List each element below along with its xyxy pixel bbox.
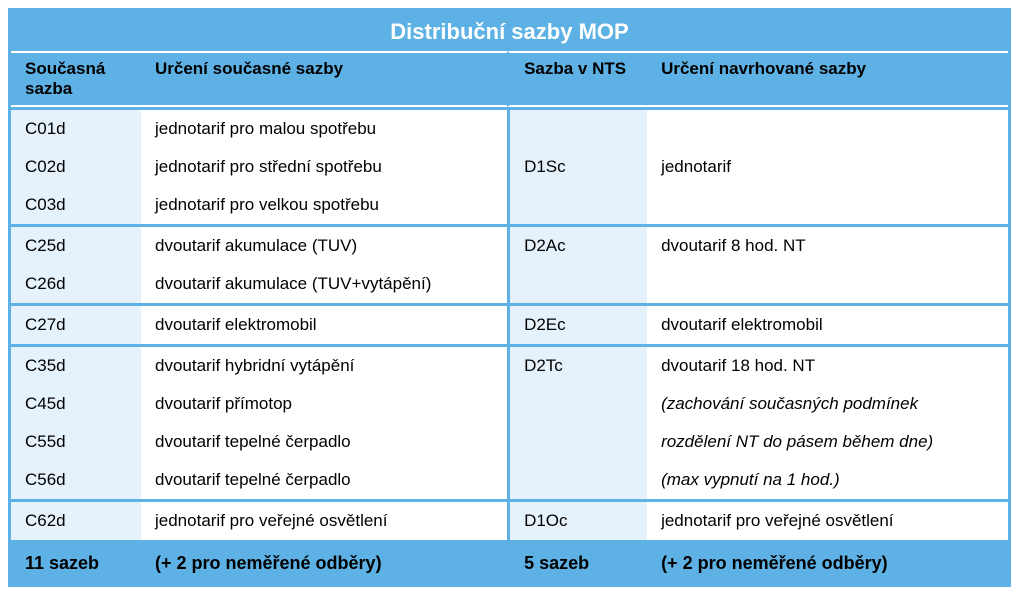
nts-desc: rozdělení NT do pásem během dne) [647,423,1008,461]
nts-code: D1Oc [507,499,647,540]
nts-code [507,107,647,148]
summary-right-count: 5 sazeb [507,540,647,584]
header-col4: Určení navrhované sazby [647,51,1008,107]
current-desc: jednotarif pro střední spotřebu [141,148,507,186]
current-code: C25d [11,224,141,265]
current-code: C35d [11,344,141,385]
nts-code: D1Sc [507,148,647,186]
tariff-table: Distribuční sazby MOP Současná sazba Urč… [8,8,1011,587]
nts-desc [647,186,1008,224]
nts-code [507,385,647,423]
current-desc: dvoutarif akumulace (TUV) [141,224,507,265]
current-desc: dvoutarif akumulace (TUV+vytápění) [141,265,507,303]
table-row: C03djednotarif pro velkou spotřebu [11,186,1008,224]
current-code: C01d [11,107,141,148]
table-row: C27ddvoutarif elektromobilD2Ecdvoutarif … [11,303,1008,344]
nts-code: D2Ac [507,224,647,265]
table-row: C25ddvoutarif akumulace (TUV)D2Acdvoutar… [11,224,1008,265]
nts-code [507,265,647,303]
header-row: Současná sazba Určení současné sazby Saz… [11,51,1008,107]
current-desc: dvoutarif tepelné čerpadlo [141,461,507,499]
table-row: C01djednotarif pro malou spotřebu [11,107,1008,148]
current-desc: dvoutarif hybridní vytápění [141,344,507,385]
nts-code [507,461,647,499]
table-row: C02djednotarif pro střední spotřebuD1Scj… [11,148,1008,186]
current-code: C45d [11,385,141,423]
current-desc: dvoutarif tepelné čerpadlo [141,423,507,461]
current-desc: jednotarif pro velkou spotřebu [141,186,507,224]
table-row: C62djednotarif pro veřejné osvětleníD1Oc… [11,499,1008,540]
current-desc: jednotarif pro malou spotřebu [141,107,507,148]
header-col1: Současná sazba [11,51,141,107]
nts-desc: (max vypnutí na 1 hod.) [647,461,1008,499]
nts-code [507,186,647,224]
nts-desc: dvoutarif elektromobil [647,303,1008,344]
nts-code: D2Ec [507,303,647,344]
current-desc: jednotarif pro veřejné osvětlení [141,499,507,540]
table-row: C26ddvoutarif akumulace (TUV+vytápění) [11,265,1008,303]
nts-code [507,423,647,461]
current-desc: dvoutarif přímotop [141,385,507,423]
current-code: C62d [11,499,141,540]
nts-desc: jednotarif pro veřejné osvětlení [647,499,1008,540]
current-code: C27d [11,303,141,344]
nts-desc: dvoutarif 8 hod. NT [647,224,1008,265]
nts-desc: jednotarif [647,148,1008,186]
nts-desc [647,265,1008,303]
nts-code: D2Tc [507,344,647,385]
current-code: C03d [11,186,141,224]
summary-left-count: 11 sazeb [11,540,141,584]
current-code: C55d [11,423,141,461]
header-col3: Sazba v NTS [507,51,647,107]
current-code: C26d [11,265,141,303]
current-desc: dvoutarif elektromobil [141,303,507,344]
table-row: C45ddvoutarif přímotop (zachování současn… [11,385,1008,423]
nts-desc [647,107,1008,148]
table-title: Distribuční sazby MOP [11,11,1008,51]
summary-left-note: (+ 2 pro neměřené odběry) [141,540,507,584]
table-row: C56ddvoutarif tepelné čerpadlo (max vypnu… [11,461,1008,499]
current-code: C02d [11,148,141,186]
table-row: C35ddvoutarif hybridní vytápěníD2Tcdvout… [11,344,1008,385]
table-row: C55ddvoutarif tepelné čerpadlo rozdělení … [11,423,1008,461]
header-col2: Určení současné sazby [141,51,507,107]
summary-right-note: (+ 2 pro neměřené odběry) [647,540,1008,584]
nts-desc: dvoutarif 18 hod. NT [647,344,1008,385]
current-code: C56d [11,461,141,499]
title-row: Distribuční sazby MOP [11,11,1008,51]
nts-desc: (zachování současných podmínek [647,385,1008,423]
summary-row: 11 sazeb (+ 2 pro neměřené odběry) 5 saz… [11,540,1008,584]
